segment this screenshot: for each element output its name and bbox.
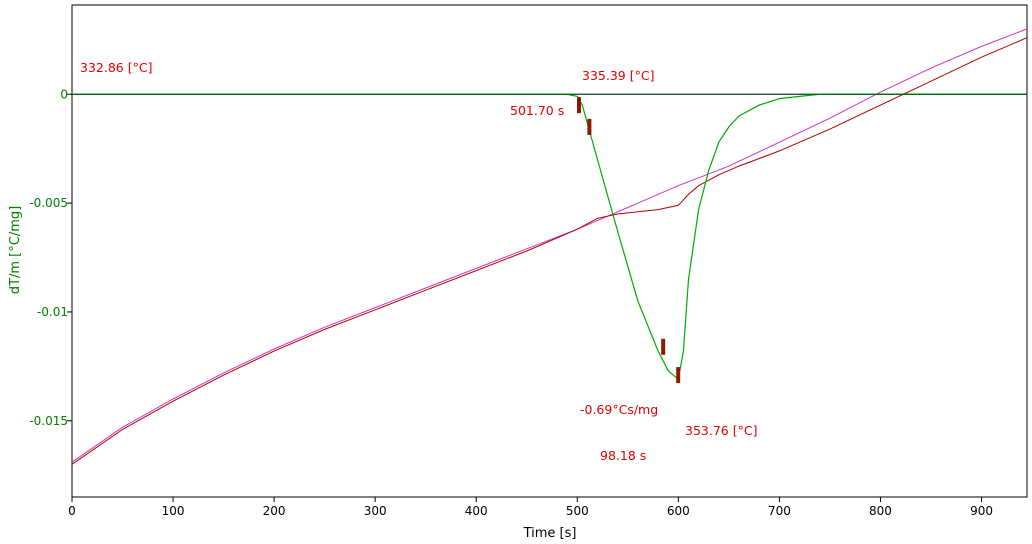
x-axis-title: Time [s] bbox=[523, 526, 577, 541]
x-tick-label-7: 700 bbox=[768, 504, 791, 518]
marker-layer bbox=[577, 97, 681, 384]
annotation-onset-temperature: 335.39 [°C] bbox=[582, 68, 654, 83]
series-line-1 bbox=[71, 28, 1028, 463]
x-tick-label-2: 200 bbox=[263, 504, 286, 518]
y-axis: 0 -0.005 -0.01 -0.015 bbox=[29, 87, 72, 428]
annotation-duration: 98.18 s bbox=[600, 448, 646, 463]
annotation-peak-area: -0.69°Cs/mg bbox=[580, 402, 658, 417]
y-axis-title: dT/m [°C/mg] bbox=[8, 206, 23, 294]
y-tick-label-0: 0 bbox=[60, 87, 68, 101]
x-tick-label-4: 400 bbox=[465, 504, 488, 518]
x-tick-label-5: 500 bbox=[566, 504, 589, 518]
x-axis: 0 100 200 300 400 500 600 700 800 900 bbox=[68, 497, 993, 518]
x-tick-label-3: 300 bbox=[364, 504, 387, 518]
annotation-peak-temperature: 353.76 [°C] bbox=[685, 423, 757, 438]
annotation-start-temperature: 332.86 [°C] bbox=[80, 60, 152, 75]
x-tick-label-1: 100 bbox=[162, 504, 185, 518]
annotation-onset-time: 501.70 s bbox=[510, 103, 564, 118]
y-tick-label-2: -0.01 bbox=[37, 305, 68, 319]
x-tick-label-0: 0 bbox=[68, 504, 76, 518]
x-tick-label-9: 900 bbox=[970, 504, 993, 518]
series-line-2 bbox=[71, 37, 1028, 465]
y-tick-label-1: -0.005 bbox=[29, 196, 68, 210]
peak-marker-3 bbox=[676, 367, 681, 384]
y-tick-label-3: -0.015 bbox=[29, 414, 68, 428]
peak-marker-1 bbox=[587, 118, 592, 135]
series-layer bbox=[71, 28, 1028, 465]
x-tick-label-8: 800 bbox=[869, 504, 892, 518]
peak-marker-2 bbox=[661, 338, 666, 355]
peak-marker-0 bbox=[577, 97, 581, 114]
x-tick-label-6: 600 bbox=[667, 504, 690, 518]
plot-area bbox=[71, 4, 1028, 498]
